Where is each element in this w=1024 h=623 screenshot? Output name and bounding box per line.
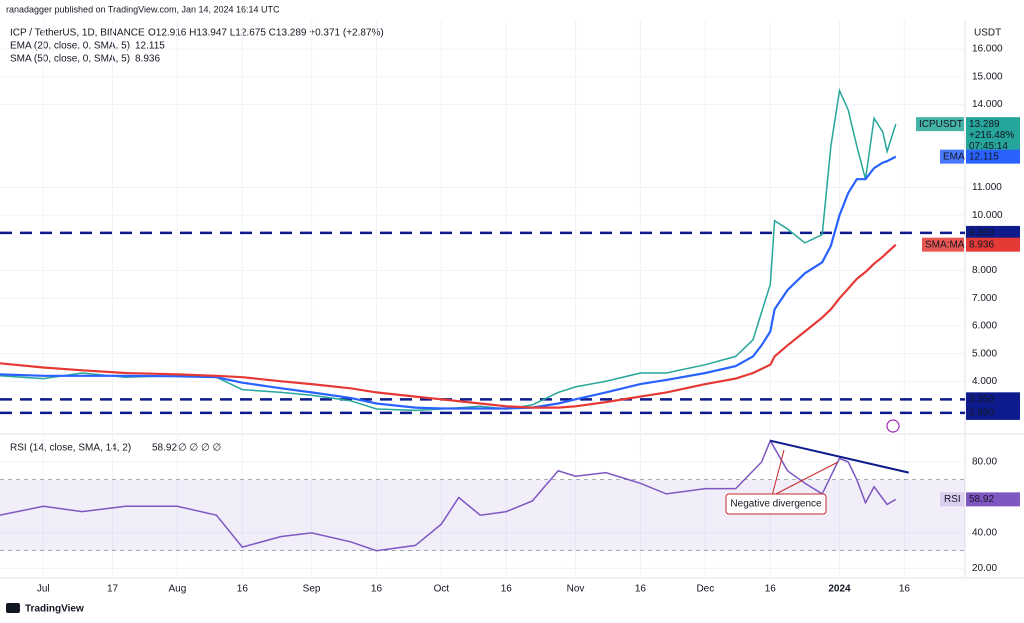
callout-arrow: [771, 461, 839, 497]
series-line: [0, 87, 897, 412]
y-tick-label: 10.000: [972, 210, 1003, 221]
rsi-legend-extra: ∅ ∅ ∅ ∅: [178, 443, 221, 454]
badge-name: SMA:MA: [925, 239, 965, 250]
level-label-bg: [966, 405, 1020, 420]
x-tick-label: Oct: [434, 584, 450, 595]
x-tick-label: 17: [107, 584, 119, 595]
ohlc: O12.916 H13.947 L12.675 C13.289 +0.371 (…: [148, 28, 384, 39]
badge-value: 8.936: [969, 239, 994, 250]
alert-icon: [886, 419, 900, 433]
x-tick-label: 16: [371, 584, 383, 595]
series-line: [0, 438, 897, 552]
level-label: 2.860: [969, 408, 994, 419]
badge-bg: [966, 117, 1020, 153]
callout-arrow: [771, 449, 785, 497]
y-tick-label: 6.000: [972, 321, 997, 332]
x-tick-label: 16: [635, 584, 647, 595]
y-tick-label: 5.000: [972, 348, 997, 359]
callout-text: Negative divergence: [730, 499, 822, 510]
ema-legend: EMA (20, close, 0, SMA, 5): [10, 41, 130, 52]
logo-icon: [6, 603, 20, 613]
y-tick-label: 14.000: [972, 99, 1003, 110]
y-tick-label: 40.00: [972, 528, 997, 539]
x-tick-label: Nov: [567, 584, 585, 595]
badge-name: RSI: [944, 494, 961, 505]
divergence-line: [770, 439, 909, 474]
x-tick-label: Sep: [303, 584, 321, 595]
badge-value-bg: [966, 149, 1020, 164]
badge-name: EMA: [943, 151, 965, 162]
x-tick-label: Aug: [169, 584, 187, 595]
axis: 4.000 5.000 6.000 7.000 8.000 10.000 11.000 14.…: [37, 44, 1020, 595]
series-line: [0, 243, 897, 409]
logo: TradingView: [25, 604, 84, 615]
series-line: [0, 155, 897, 410]
badge-countdown: 07:45:14: [969, 141, 1008, 152]
rsi-legend: RSI (14, close, SMA, 14, 2): [10, 443, 131, 454]
badge-name-bg: [916, 117, 964, 132]
x-tick-label: 16: [899, 584, 911, 595]
currency: USDT: [974, 28, 1001, 39]
symbol: ICP / TetherUS, 1D, BINANCE: [10, 28, 145, 39]
x-tick-label: 16: [501, 584, 513, 595]
x-tick-label: 16: [765, 584, 777, 595]
y-tick-label: 20.00: [972, 563, 997, 574]
publisher: ranadagger published on TradingView.com,…: [6, 4, 280, 14]
badge-name: ICPUSDT: [919, 119, 963, 130]
x-tick-label: 2024: [828, 584, 851, 595]
y-tick-label: 11.000: [972, 182, 1002, 193]
badge-value-bg: [966, 237, 1020, 252]
plot: Negative divergence: [0, 87, 965, 552]
ema-legend-value: 12.115: [135, 41, 165, 52]
y-tick-label: 8.000: [972, 265, 997, 276]
sma-legend: SMA (50, close, 0, SMA, 5): [10, 54, 130, 65]
badge-name-bg: [940, 149, 964, 164]
rsi-legend-value: 58.92: [152, 443, 177, 454]
badge-name-bg: [940, 492, 964, 507]
x-tick-label: Jul: [37, 584, 50, 595]
y-tick-label: 16.000: [972, 44, 1003, 55]
y-tick-label: 7.000: [972, 293, 997, 304]
y-tick-label: 80.00: [972, 457, 997, 468]
x-tick-label: 16: [237, 584, 249, 595]
level-label-bg: [966, 392, 1020, 407]
badge-value: 12.115: [969, 151, 999, 162]
series-value-label: 58.92: [969, 494, 994, 505]
sma-legend-value: 8.936: [135, 54, 160, 65]
badge-change: +216.48%: [969, 130, 1014, 141]
callout-box: [725, 493, 827, 515]
badge-value: 13.289: [969, 119, 1000, 130]
y-tick-label: 4.000: [972, 376, 997, 387]
badge-name-bg: [922, 237, 964, 252]
level-label: 3.350: [969, 394, 994, 405]
level-label-bg: [966, 225, 1020, 240]
series-value-label-bg: [966, 492, 1020, 507]
x-tick-label: Dec: [696, 584, 714, 595]
level-label: 9.360: [969, 228, 994, 239]
y-tick-label: 15.000: [972, 71, 1003, 82]
